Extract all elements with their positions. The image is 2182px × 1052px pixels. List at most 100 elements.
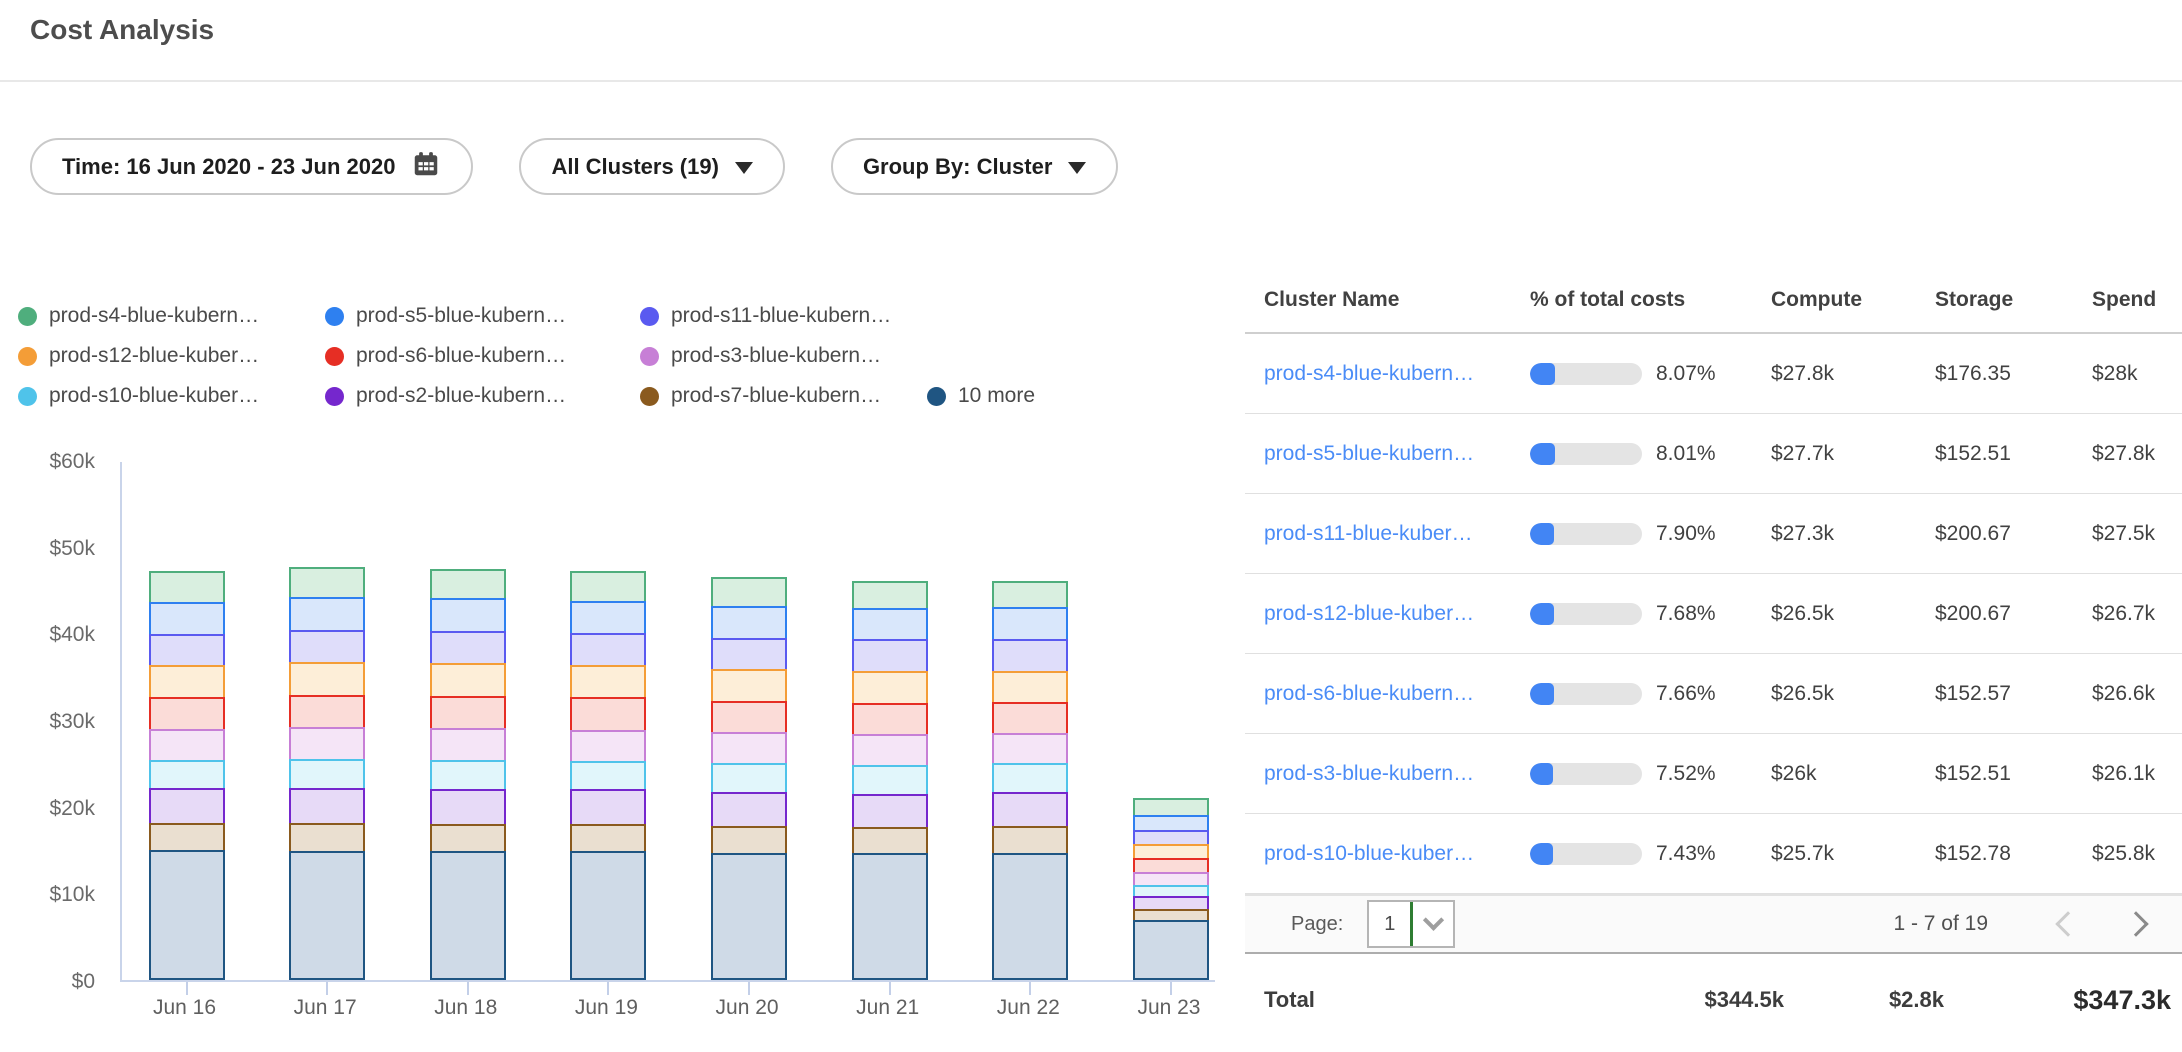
bar-segment[interactable] xyxy=(430,851,506,980)
bar-segment[interactable] xyxy=(992,702,1068,733)
bar-segment[interactable] xyxy=(1133,872,1209,885)
bar-segment[interactable] xyxy=(430,728,506,760)
bar-segment[interactable] xyxy=(570,851,646,980)
stacked-bar[interactable] xyxy=(289,567,365,980)
bar-segment[interactable] xyxy=(992,763,1068,792)
bar-segment[interactable] xyxy=(289,597,365,630)
bar-segment[interactable] xyxy=(289,788,365,823)
bar-segment[interactable] xyxy=(1133,896,1209,909)
bar-segment[interactable] xyxy=(992,853,1068,980)
bar-segment[interactable] xyxy=(149,697,225,728)
bar-segment[interactable] xyxy=(992,826,1068,853)
bar-segment[interactable] xyxy=(149,634,225,665)
bar-segment[interactable] xyxy=(852,734,928,765)
stacked-bar[interactable] xyxy=(570,571,646,980)
stacked-bar[interactable] xyxy=(992,581,1068,980)
bar-segment[interactable] xyxy=(149,571,225,602)
stacked-bar[interactable] xyxy=(852,581,928,980)
bar-segment[interactable] xyxy=(711,826,787,853)
bar-segment[interactable] xyxy=(1133,858,1209,872)
bar-segment[interactable] xyxy=(711,669,787,701)
bar-segment[interactable] xyxy=(289,662,365,695)
bar-segment[interactable] xyxy=(570,730,646,761)
bar-segment[interactable] xyxy=(852,608,928,639)
bar-segment[interactable] xyxy=(992,792,1068,826)
bar-segment[interactable] xyxy=(289,695,365,727)
cluster-name-link[interactable]: prod-s10-blue-kuber… xyxy=(1264,842,1474,865)
stacked-bar[interactable] xyxy=(711,577,787,980)
bar-segment[interactable] xyxy=(149,729,225,760)
bar-segment[interactable] xyxy=(992,607,1068,639)
cluster-name-link[interactable]: prod-s5-blue-kubern… xyxy=(1264,442,1474,465)
stacked-bar[interactable] xyxy=(1133,798,1209,980)
bar-segment[interactable] xyxy=(149,760,225,789)
bar-segment[interactable] xyxy=(1133,844,1209,858)
bar-segment[interactable] xyxy=(852,703,928,734)
bar-segment[interactable] xyxy=(1133,909,1209,920)
bar-segment[interactable] xyxy=(289,567,365,596)
bar-segment[interactable] xyxy=(289,851,365,980)
bar-segment[interactable] xyxy=(149,788,225,823)
bar-segment[interactable] xyxy=(711,638,787,669)
bar-segment[interactable] xyxy=(711,763,787,792)
bar-segment[interactable] xyxy=(570,761,646,790)
bar-segment[interactable] xyxy=(430,696,506,728)
bar-segment[interactable] xyxy=(711,606,787,638)
bar-segment[interactable] xyxy=(1133,830,1209,844)
bar-segment[interactable] xyxy=(289,759,365,788)
bar-segment[interactable] xyxy=(711,792,787,826)
bar-segment[interactable] xyxy=(430,598,506,631)
bar-segment[interactable] xyxy=(992,671,1068,702)
bar-segment[interactable] xyxy=(852,794,928,828)
bar-segment[interactable] xyxy=(1133,798,1209,815)
cluster-name-link[interactable]: prod-s4-blue-kubern… xyxy=(1264,362,1474,385)
bar-segment[interactable] xyxy=(430,631,506,663)
bar-segment[interactable] xyxy=(852,581,928,608)
cluster-name-link[interactable]: prod-s11-blue-kuber… xyxy=(1264,522,1473,545)
prev-page-button[interactable] xyxy=(2048,904,2088,944)
cluster-name-link[interactable]: prod-s3-blue-kubern… xyxy=(1264,762,1474,785)
bar-segment[interactable] xyxy=(992,581,1068,607)
bar-segment[interactable] xyxy=(570,633,646,665)
bar-segment[interactable] xyxy=(711,577,787,606)
bar-segment[interactable] xyxy=(570,601,646,633)
bar-segment[interactable] xyxy=(289,630,365,662)
bar-segment[interactable] xyxy=(711,701,787,732)
bar-segment[interactable] xyxy=(149,602,225,634)
table-column-header: Storage xyxy=(1935,288,2092,312)
bar-segment[interactable] xyxy=(852,827,928,853)
bar-segment[interactable] xyxy=(149,850,225,980)
bar-segment[interactable] xyxy=(149,823,225,850)
stacked-bar[interactable] xyxy=(149,571,225,980)
bar-segment[interactable] xyxy=(289,727,365,759)
bar-segment[interactable] xyxy=(430,824,506,851)
bar-segment[interactable] xyxy=(852,639,928,670)
cluster-name-link[interactable]: prod-s6-blue-kubern… xyxy=(1264,682,1474,705)
bar-segment[interactable] xyxy=(289,823,365,851)
stacked-bar[interactable] xyxy=(430,569,506,980)
cluster-name-link[interactable]: prod-s12-blue-kuber… xyxy=(1264,602,1474,625)
bar-segment[interactable] xyxy=(149,665,225,697)
bar-segment[interactable] xyxy=(711,853,787,980)
bar-segment[interactable] xyxy=(570,789,646,824)
bar-segment[interactable] xyxy=(1133,815,1209,830)
bar-segment[interactable] xyxy=(1133,885,1209,896)
bar-segment[interactable] xyxy=(711,732,787,763)
bar-segment[interactable] xyxy=(852,765,928,794)
bar-segment[interactable] xyxy=(570,665,646,697)
bar-segment[interactable] xyxy=(570,571,646,601)
page-select[interactable]: 1 xyxy=(1367,900,1455,948)
bar-segment[interactable] xyxy=(430,663,506,696)
bar-segment[interactable] xyxy=(430,569,506,598)
table-header-row: Cluster Name% of total costsComputeStora… xyxy=(1245,268,2182,334)
bar-segment[interactable] xyxy=(570,824,646,851)
bar-segment[interactable] xyxy=(992,733,1068,763)
bar-segment[interactable] xyxy=(430,789,506,824)
bar-segment[interactable] xyxy=(1133,920,1209,980)
bar-segment[interactable] xyxy=(570,697,646,729)
next-page-button[interactable] xyxy=(2116,904,2156,944)
bar-segment[interactable] xyxy=(992,639,1068,670)
bar-segment[interactable] xyxy=(852,671,928,703)
bar-segment[interactable] xyxy=(852,853,928,980)
bar-segment[interactable] xyxy=(430,760,506,789)
